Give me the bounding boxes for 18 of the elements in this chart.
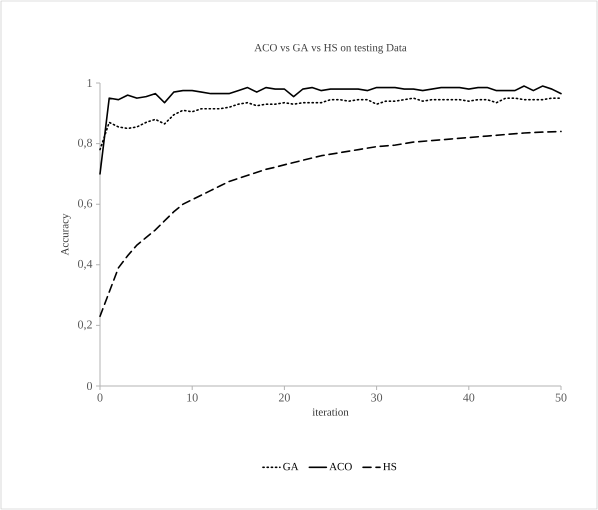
y-tick-label: 0,2 xyxy=(78,320,92,330)
x-tick-label: 0 xyxy=(97,394,103,402)
y-tick-label: 0,6 xyxy=(78,199,92,210)
x-tick-label: 50 xyxy=(556,394,567,402)
y-tick-label: 0,4 xyxy=(78,260,92,270)
x-tick-label: 20 xyxy=(278,394,290,402)
x-tick-label: 30 xyxy=(371,394,382,402)
legend-label: ACO xyxy=(329,462,352,470)
y-tick-label: 0 xyxy=(86,382,92,390)
y-tick-label: 1 xyxy=(88,79,92,87)
chart-title: ACO vs GA vs HS on testing Data xyxy=(254,44,407,54)
x-tick-label: 40 xyxy=(463,394,474,402)
legend-label: GA xyxy=(283,462,298,470)
y-axis-title: Accuracy xyxy=(61,214,71,256)
legend-label: HS xyxy=(383,462,396,470)
x-tick-label: 10 xyxy=(187,394,198,402)
y-tick-label: 0,8 xyxy=(78,138,92,148)
x-axis-title: iteration xyxy=(312,408,349,416)
